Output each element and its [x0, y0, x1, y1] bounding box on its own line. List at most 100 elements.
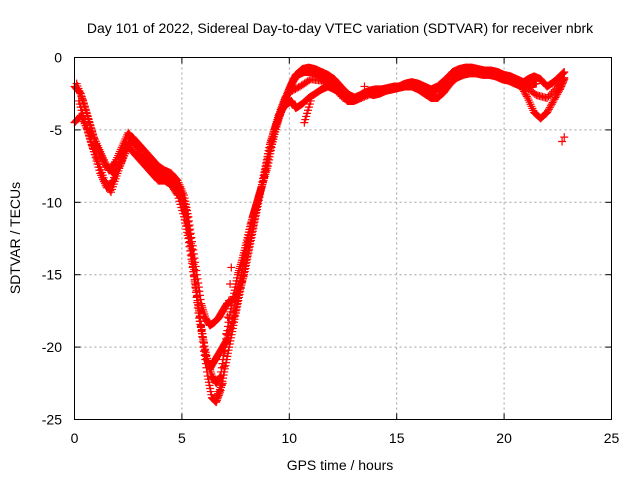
track-3-point	[101, 159, 110, 168]
track-4-point	[185, 237, 194, 246]
track-4-point	[172, 185, 181, 194]
track-2-point	[520, 89, 529, 98]
track-4-point	[185, 233, 194, 242]
outliers-point	[560, 133, 569, 142]
track-4-point	[221, 338, 230, 347]
y-tick-label: -15	[42, 267, 62, 283]
x-axis-label: GPS time / hours	[287, 457, 394, 473]
track-4-point	[258, 178, 267, 187]
track-4-point	[173, 187, 182, 196]
track-4-point	[190, 272, 199, 281]
x-tick-label: 5	[178, 430, 186, 446]
outliers-point	[223, 313, 232, 322]
track-2-point	[522, 92, 531, 101]
track-4-point	[184, 229, 193, 238]
x-tick-labels: 0 5 10 15 20 25	[71, 430, 620, 446]
track-4-point	[190, 277, 199, 286]
track-4-point	[176, 192, 185, 201]
track-2-point	[543, 108, 552, 117]
outliers-point	[558, 137, 567, 146]
y-tick-label: 0	[54, 50, 62, 66]
axis-ticks	[74, 57, 612, 420]
chart-title: Day 101 of 2022, Sidereal Day-to-day VTE…	[87, 20, 594, 36]
outliers-point	[227, 263, 236, 272]
track-4-point	[175, 190, 184, 199]
track-4-point	[193, 298, 202, 307]
plot-frame	[74, 57, 612, 420]
track-4-point	[217, 367, 226, 376]
x-tick-label: 20	[496, 430, 512, 446]
track-4-point	[189, 267, 198, 276]
track-2-point	[521, 90, 530, 99]
data-points	[70, 63, 569, 407]
track-2-point	[550, 95, 559, 104]
track-4-point	[188, 262, 197, 271]
x-tick-label: 25	[604, 430, 620, 446]
track-4-point	[279, 97, 288, 106]
track-2-point	[546, 101, 555, 110]
track-4-point	[219, 351, 228, 360]
track-4-point	[187, 252, 196, 261]
track-4-point	[223, 322, 232, 331]
track-4-point	[278, 100, 287, 109]
track-3-point	[110, 158, 119, 167]
x-tick-label: 0	[71, 430, 79, 446]
track-4-point	[560, 73, 569, 82]
track-4-point	[279, 99, 288, 108]
track-2-point	[547, 100, 556, 109]
outliers-point	[222, 329, 231, 338]
track-4-point	[215, 373, 224, 382]
track-4-point	[220, 347, 229, 356]
track-3-point	[532, 79, 541, 88]
track-2-point	[544, 105, 553, 114]
track-4-point	[193, 303, 202, 312]
track-2-point	[549, 96, 558, 105]
outliers-point	[221, 346, 230, 355]
track-4-point	[277, 102, 286, 111]
track-3-point	[99, 156, 108, 165]
outliers-point	[328, 75, 337, 84]
track-4-point	[171, 183, 180, 192]
y-tick-label: -20	[42, 339, 62, 355]
track-4-point	[188, 257, 197, 266]
x-tick-label: 15	[389, 430, 405, 446]
track-4-point	[103, 181, 112, 190]
track-2-point	[552, 91, 561, 100]
track-4-point	[194, 308, 203, 317]
track-4-point	[100, 176, 109, 185]
outliers-point	[219, 362, 228, 371]
track-4-point	[184, 225, 193, 234]
track-4-point	[176, 193, 185, 202]
y-tick-label: -25	[42, 412, 62, 428]
y-tick-labels: 0 -5 -10 -15 -20 -25	[42, 50, 62, 428]
grid-lines	[74, 57, 612, 420]
outliers-point	[224, 296, 233, 305]
track-4-point	[276, 105, 285, 114]
y-tick-label: -10	[42, 194, 62, 210]
track-4-point	[182, 212, 191, 221]
y-tick-label: -5	[50, 122, 63, 138]
outliers-point	[360, 82, 369, 91]
track-4-point	[192, 293, 201, 302]
track-4-point	[192, 288, 201, 297]
track-4-point	[187, 246, 196, 255]
track-4-point	[191, 283, 200, 292]
track-2-point	[543, 106, 552, 115]
track-4-point	[219, 355, 228, 364]
track-4-point	[224, 318, 233, 327]
track-4-point	[186, 241, 195, 250]
track-2-point	[545, 103, 554, 112]
outliers-point	[306, 96, 315, 105]
track-4-point	[101, 178, 110, 187]
x-tick-label: 10	[282, 430, 298, 446]
track-4-point	[277, 103, 286, 112]
track-4-point	[216, 372, 225, 381]
y-axis-label: SDTVAR / TECUs	[7, 182, 23, 294]
track-2-point	[551, 93, 560, 102]
track-4-point	[183, 221, 192, 230]
track-2-point	[548, 98, 557, 107]
track-4-point	[559, 75, 568, 84]
track-4-point	[131, 142, 140, 151]
track-4-point	[174, 188, 183, 197]
